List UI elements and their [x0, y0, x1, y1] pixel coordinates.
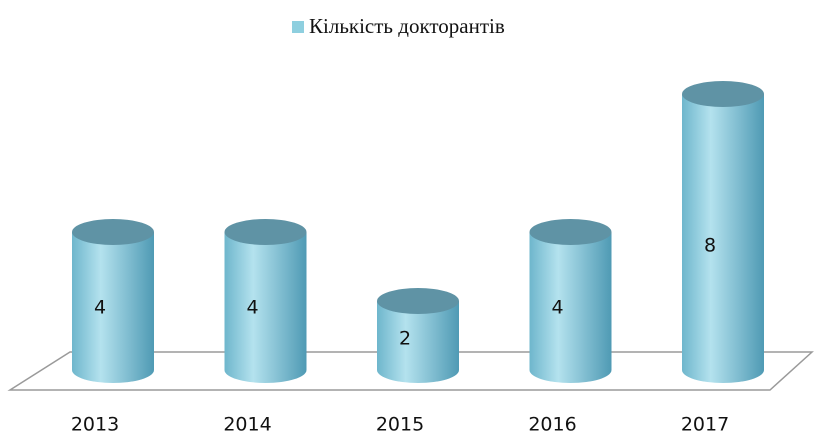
data-label: 4 — [94, 296, 106, 318]
cylinder-body — [377, 301, 459, 383]
legend: Кількість докторантів — [292, 14, 505, 38]
cylinder — [72, 219, 154, 383]
x-tick-label: 2015 — [376, 414, 424, 436]
cylinder-body — [72, 232, 154, 383]
cylinder-top — [377, 288, 459, 314]
x-tick-label: 2017 — [681, 414, 729, 436]
data-label: 4 — [551, 296, 563, 318]
x-tick-label: 2014 — [223, 414, 271, 436]
legend-swatch — [292, 21, 304, 33]
cylinder-body — [529, 232, 612, 384]
cylinder-body — [224, 232, 307, 383]
x-tick-label: 2016 — [528, 414, 576, 436]
cylinder-top — [529, 219, 612, 245]
cylinder — [224, 219, 307, 383]
data-label: 2 — [399, 327, 411, 349]
legend-label: Кількість докторантів — [309, 14, 505, 38]
data-label: 8 — [704, 234, 716, 256]
x-tick-label: 2013 — [71, 414, 119, 436]
data-label: 4 — [246, 296, 258, 318]
cylinder — [682, 81, 764, 383]
cylinder-body — [682, 94, 764, 383]
cylinder-top — [224, 219, 307, 245]
cylinder — [529, 219, 612, 384]
cylinder — [377, 288, 459, 383]
cylinder-top — [72, 219, 154, 245]
cylinder-top — [682, 81, 764, 107]
